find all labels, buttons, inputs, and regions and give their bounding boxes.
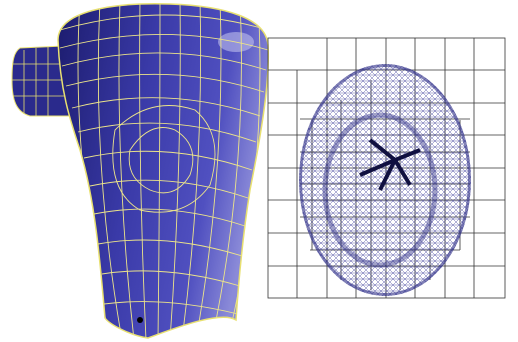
body (0, 0, 518, 342)
marker-dot (137, 317, 143, 323)
figure (0, 0, 518, 342)
page: Mesh figure {} html, body { margin: 0; p… (0, 0, 518, 342)
blob-mesh (299, 64, 471, 296)
